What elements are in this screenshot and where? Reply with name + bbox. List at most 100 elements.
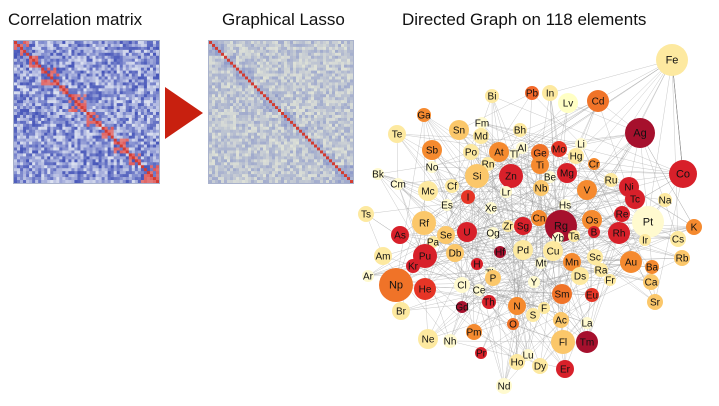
node-label: Cs [672,235,684,246]
node-hs: Hs [559,199,571,212]
node-am: Am [374,247,392,265]
node-label: Mc [421,187,434,198]
node-label: Ir [642,236,649,247]
node-circle [500,186,512,198]
node-xe: Xe [485,202,498,215]
node-pr: Pr [475,347,487,360]
node-circle [476,117,488,129]
graph-edge [397,183,478,265]
node-sb: Sb [422,140,442,160]
node-label: Sm [555,290,570,301]
node-mn: Mn [563,253,581,271]
node-label: Al [518,144,527,155]
node-ir: Ir [639,234,651,247]
graph-edge [586,269,602,343]
node-label: Ag [633,128,646,140]
graph-edge [431,149,505,387]
node-circle [594,263,608,277]
node-circle [553,312,569,328]
node-label: Ni [624,183,633,194]
node-circle [614,206,630,222]
node-label: Hf [495,248,505,259]
node-circle [625,189,645,209]
node-label: Rf [419,219,429,230]
graph-edge [560,235,575,321]
node-label: Li [577,140,585,151]
node-circle [374,247,392,265]
node-circle [575,138,587,150]
node-label: Cd [592,97,605,108]
node-circle [457,222,477,242]
node-label: Md [474,132,488,143]
node-circle [544,171,556,183]
node-es: Es [441,199,453,212]
node-ar: Ar [362,270,374,283]
node-circle [608,222,630,244]
graph-edge [461,199,666,308]
node-label: Hs [559,201,571,212]
node-label: Mt [535,259,546,270]
node-circle [558,93,578,113]
node-circle [391,226,409,244]
graph-edge [449,207,492,342]
node-og: Og [486,227,500,240]
node-pb: Pb [525,86,539,100]
node-label: Os [586,216,599,227]
node-sr: Sr [647,294,663,310]
node-label: At [494,148,504,159]
node-label: Fm [475,119,489,130]
graph-edge [516,305,566,370]
node-circle [414,278,436,300]
node-rh: Rh [608,222,630,244]
node-circle [581,317,593,329]
node-label: Cu [547,247,560,258]
node-circle [577,180,597,200]
node-label: Eu [586,291,598,302]
node-label: Te [392,130,403,141]
node-label: Th [483,298,495,309]
node-circle [588,226,600,238]
node-label: Cf [447,182,457,193]
node-ce: Ce [473,284,486,297]
node-circle [582,210,602,230]
node-ne: Ne [418,329,438,349]
node-label: Ge [533,149,547,160]
node-label: Ds [574,272,586,283]
graph-edge [491,95,684,175]
node-label: Tl [510,150,518,161]
directed-graph-title: Directed Graph on 118 elements [402,10,647,29]
node-be: Be [544,171,557,184]
node-si: Si [465,164,489,188]
node-label: Nb [535,184,548,195]
graph-edge [490,225,524,274]
node-circle [471,258,483,270]
node-h: H [471,258,483,271]
node-kr: Kr [406,259,420,273]
node-label: Hg [570,152,583,163]
graph-edge [507,225,563,295]
node-circle [475,347,487,359]
node-n: N [508,297,526,315]
node-circle [551,141,567,157]
node-tc: Tc [625,189,645,209]
graph-edge [639,132,695,228]
node-label: Kr [408,262,419,273]
node-ho: Ho [509,354,525,370]
graph-edge [491,95,494,279]
node-circle [499,164,523,188]
node-circle [487,227,499,239]
node-circle [531,210,547,226]
node-circle [362,270,374,282]
graph-edge [397,183,562,321]
node-label: Mo [552,145,566,156]
node-circle [509,149,519,159]
node-gd: Gd [455,301,469,314]
graph-edge [476,122,483,265]
node-cn: Cn [531,210,547,226]
node-circle [585,288,599,302]
node-lv: Lv [558,93,578,113]
node-circle [482,295,496,309]
node-label: Sc [589,253,601,264]
node-label: Ca [645,278,658,289]
node-al: Al [516,142,528,155]
